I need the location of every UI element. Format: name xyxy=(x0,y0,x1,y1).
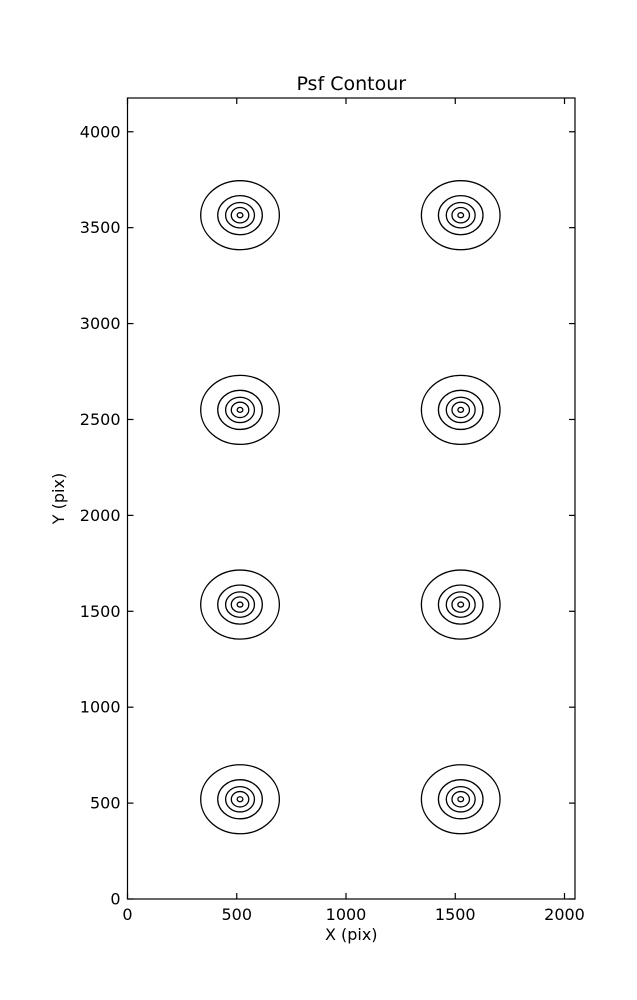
contour-ring xyxy=(451,596,471,613)
contour-ring xyxy=(224,201,256,229)
psf-contour-set xyxy=(420,764,501,835)
contour-ring xyxy=(457,406,465,414)
plot-area xyxy=(126,97,576,900)
contour-ring xyxy=(437,194,484,236)
y-tick-label: 500 xyxy=(90,794,121,813)
contour-ring xyxy=(200,180,281,251)
contour-ring xyxy=(445,396,476,424)
y-tick-label: 0 xyxy=(110,890,120,909)
contour-ring xyxy=(437,389,484,431)
contour-ring xyxy=(224,785,256,813)
contour-ring xyxy=(420,764,501,835)
x-tick-label: 2000 xyxy=(544,905,585,924)
psf-contour-set xyxy=(420,180,501,251)
contour-ring xyxy=(236,406,244,414)
contour-ring xyxy=(420,569,501,640)
contour-ring xyxy=(457,212,465,219)
psf-contour-set xyxy=(420,569,501,640)
contour-ring xyxy=(200,569,281,640)
contour-ring xyxy=(437,779,484,820)
y-axis-ticks: 0 500 1000 1500 2000 2500 3000 3500 4000 xyxy=(80,122,575,909)
y-tick-label: 2000 xyxy=(80,506,121,525)
contour-ring xyxy=(217,779,263,820)
psf-contour-set xyxy=(420,374,501,446)
psf-contour-set xyxy=(200,374,281,446)
contour-lines xyxy=(200,180,501,835)
x-tick-label: 1000 xyxy=(326,905,367,924)
contour-ring xyxy=(230,790,250,808)
y-tick-label: 2500 xyxy=(80,410,121,429)
contour-ring xyxy=(230,401,250,419)
contour-ring xyxy=(451,790,471,808)
contour-ring xyxy=(236,796,244,803)
contour-ring xyxy=(230,596,250,613)
y-tick-label: 1000 xyxy=(80,698,121,717)
contour-ring xyxy=(230,206,250,224)
psf-contour-set xyxy=(200,180,281,251)
y-tick-label: 3000 xyxy=(80,314,121,333)
contour-ring xyxy=(451,401,471,419)
contour-ring xyxy=(420,180,501,251)
contour-ring xyxy=(457,601,465,608)
contour-ring xyxy=(224,591,256,618)
plot-title: Psf Contour xyxy=(296,73,406,95)
x-tick-label: 500 xyxy=(221,905,252,924)
contour-ring xyxy=(451,206,471,224)
contour-ring xyxy=(200,764,281,835)
y-tick-label: 1500 xyxy=(80,602,121,621)
contour-ring xyxy=(217,389,263,431)
x-axis-ticks: 0 500 1000 1500 2000 xyxy=(122,98,585,924)
contour-ring xyxy=(445,591,476,618)
contour-ring xyxy=(437,584,484,625)
psf-contour-set xyxy=(200,569,281,640)
contour-ring xyxy=(200,374,281,446)
contour-ring xyxy=(217,584,263,625)
y-tick-label: 4000 xyxy=(80,122,121,141)
y-axis-label: Y (pix) xyxy=(49,473,68,525)
contour-ring xyxy=(224,396,256,424)
contour-ring xyxy=(236,212,244,219)
contour-ring xyxy=(445,201,476,229)
contour-ring xyxy=(236,601,244,608)
x-axis-label: X (pix) xyxy=(325,925,378,944)
contour-ring xyxy=(457,796,465,803)
y-tick-label: 3500 xyxy=(80,218,121,237)
x-tick-label: 1500 xyxy=(435,905,476,924)
x-tick-label: 0 xyxy=(122,905,132,924)
contour-ring xyxy=(445,785,476,813)
contour-ring xyxy=(217,194,263,236)
contour-ring xyxy=(420,374,501,446)
psf-contour-set xyxy=(200,764,281,835)
